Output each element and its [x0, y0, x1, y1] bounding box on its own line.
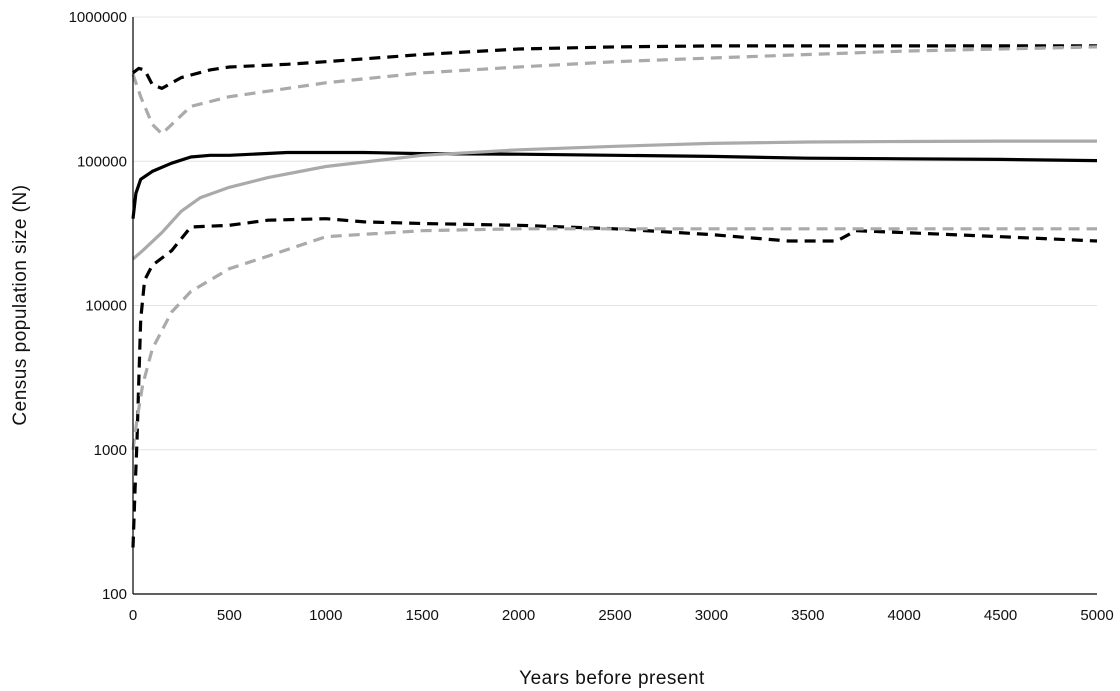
- y-tick-label: 100000: [77, 153, 127, 170]
- series-line-2: [131, 139, 1097, 261]
- y-tick-label: 100: [102, 586, 127, 603]
- x-tick-label: 4000: [888, 607, 921, 624]
- x-tick-label: 2000: [502, 607, 535, 624]
- y-axis-title: Census population size (N): [10, 184, 31, 425]
- y-tick-label: 1000: [94, 442, 127, 459]
- y-tick-label: 10000: [85, 298, 127, 315]
- series-line-6: [131, 227, 1097, 451]
- x-tick-label: 3000: [695, 607, 728, 624]
- series-line-1: [131, 150, 1098, 219]
- axes: [132, 17, 1097, 595]
- y-tick-label: 1000000: [69, 9, 127, 26]
- x-axis-title: Years before present: [519, 668, 705, 689]
- series-line-5: [131, 217, 1098, 548]
- series-lines: [131, 44, 1098, 548]
- x-tick-label: 500: [217, 607, 242, 624]
- series-line-3: [132, 44, 1097, 90]
- x-tick-label: 1500: [406, 607, 439, 624]
- x-tick-label: 3500: [791, 607, 824, 624]
- series-line-4: [131, 45, 1098, 136]
- x-tick-label: 4500: [984, 607, 1017, 624]
- x-tick-label: 0: [129, 607, 137, 624]
- gridlines: [133, 16, 1097, 595]
- x-tick-label: 2500: [598, 607, 631, 624]
- x-tick-label: 5000: [1080, 607, 1113, 624]
- x-tick-label: 1000: [309, 607, 342, 624]
- tick-labels: 100 1000 10000 100000 1000000 0 500 1000 1500 200…: [69, 9, 1114, 624]
